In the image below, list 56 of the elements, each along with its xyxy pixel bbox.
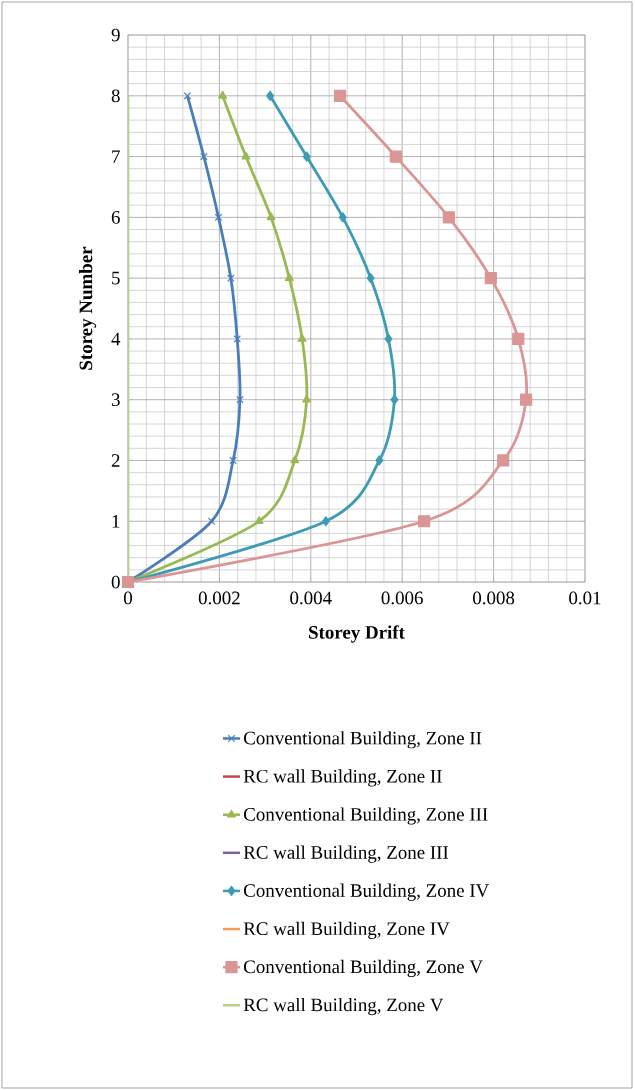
- y-tick-label: 6: [111, 211, 120, 224]
- x-tick-label: 0.002: [198, 591, 240, 605]
- legend-label: Conventional Building, Zone V: [244, 959, 483, 978]
- x-axis-title: Storey Drift: [309, 625, 405, 643]
- point: [214, 213, 223, 222]
- y-tick-label: 4: [111, 332, 121, 346]
- point: [321, 516, 330, 527]
- x-tick-label: 0.01: [569, 591, 601, 605]
- point: [418, 515, 431, 528]
- point: [512, 332, 525, 346]
- y-tick-label: 1: [112, 515, 120, 528]
- legend-label: RC wall Building, Zone IV: [243, 921, 450, 939]
- legend-label: Conventional Building, Zone IV: [244, 883, 490, 901]
- point: [229, 456, 237, 465]
- point: [442, 211, 455, 224]
- y-tick-label: 0: [111, 575, 120, 589]
- point: [200, 152, 208, 161]
- y-axis-title: Storey Number: [78, 246, 97, 370]
- legend-label: Conventional Building, Zone III: [244, 807, 488, 825]
- point: [519, 393, 533, 406]
- legend-label: RC wall Building, Zone V: [243, 997, 444, 1016]
- point: [302, 394, 312, 403]
- x-tick-label: 0.006: [381, 591, 423, 605]
- point: [302, 151, 311, 162]
- point: [233, 335, 241, 343]
- point: [484, 272, 497, 285]
- point: [389, 150, 402, 163]
- y-tick-label: 5: [112, 271, 120, 285]
- y-tick-label: 9: [111, 28, 120, 42]
- x-tick-label: 0.004: [290, 591, 332, 605]
- x-tick-label: 0.008: [473, 591, 515, 605]
- point: [333, 89, 347, 102]
- point: [241, 151, 251, 160]
- point: [284, 273, 294, 281]
- point: [254, 516, 264, 525]
- point: [497, 454, 510, 467]
- y-tick-label: 2: [111, 454, 120, 467]
- point: [366, 273, 375, 284]
- y-tick-label: 3: [111, 393, 120, 407]
- point: [236, 395, 244, 404]
- legend-label: RC wall Building, Zone III: [243, 845, 449, 863]
- point: [218, 90, 228, 99]
- point: [266, 212, 276, 221]
- point: [384, 333, 393, 345]
- point: [266, 90, 275, 101]
- point: [375, 455, 384, 466]
- point: [390, 394, 399, 405]
- legend-label: Conventional Building, Zone II: [244, 731, 482, 749]
- legend-label: RC wall Building, Zone II: [243, 769, 442, 787]
- point: [183, 92, 192, 100]
- point: [297, 333, 307, 342]
- y-tick-label: 8: [111, 89, 120, 103]
- point: [338, 212, 347, 223]
- point: [290, 455, 300, 464]
- x-tick-label: 0: [123, 591, 132, 605]
- y-tick-label: 7: [112, 150, 120, 163]
